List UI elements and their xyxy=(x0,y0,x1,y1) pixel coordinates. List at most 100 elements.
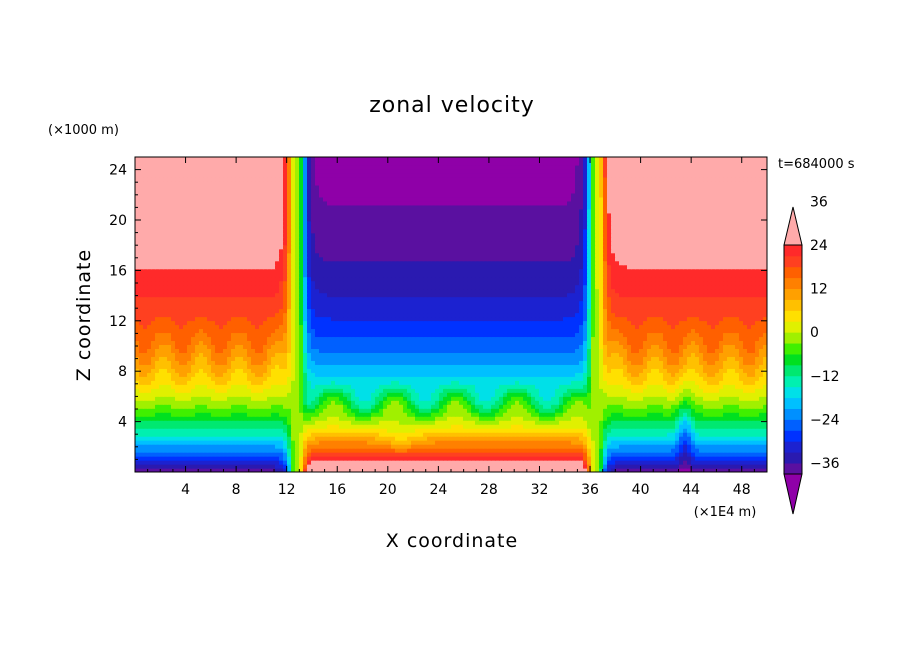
field-cell xyxy=(163,396,168,401)
field-cell xyxy=(595,372,600,377)
field-cell xyxy=(503,400,508,405)
field-cell xyxy=(539,392,544,397)
field-cell xyxy=(543,372,548,377)
field-cell xyxy=(671,460,676,465)
field-cell xyxy=(467,356,472,361)
field-cell xyxy=(159,392,164,397)
field-cell xyxy=(291,392,296,397)
field-cell xyxy=(375,348,380,353)
field-cell xyxy=(191,456,196,461)
field-cell xyxy=(547,372,552,377)
field-cell xyxy=(303,432,308,437)
field-cell xyxy=(147,424,152,429)
field-cell xyxy=(679,364,684,369)
field-cell xyxy=(195,352,200,357)
field-cell xyxy=(399,404,404,409)
field-cell xyxy=(399,444,404,449)
field-cell xyxy=(175,424,180,429)
field-cell xyxy=(455,444,460,449)
field-cell xyxy=(175,464,180,469)
field-cell xyxy=(375,384,380,389)
field-cell xyxy=(483,348,488,353)
field-cell xyxy=(559,436,564,441)
field-cell xyxy=(427,412,432,417)
field-cell xyxy=(551,464,556,469)
field-cell xyxy=(359,372,364,377)
field-cell xyxy=(395,372,400,377)
field-cell xyxy=(579,440,584,445)
field-cell xyxy=(163,392,168,397)
field-cell xyxy=(595,428,600,433)
field-cell xyxy=(367,404,372,409)
field-cell xyxy=(467,400,472,405)
field-cell xyxy=(259,364,264,369)
field-cell xyxy=(155,356,160,361)
field-cell xyxy=(431,400,436,405)
field-cell xyxy=(387,412,392,417)
field-cell xyxy=(555,468,560,472)
field-cell xyxy=(319,444,324,449)
field-cell xyxy=(383,376,388,381)
field-cell xyxy=(571,384,576,389)
field-cell xyxy=(659,456,664,461)
field-cell xyxy=(651,464,656,469)
field-cell xyxy=(167,384,172,389)
field-cell xyxy=(223,364,228,369)
field-cell xyxy=(219,372,224,377)
field-cell xyxy=(435,420,440,425)
field-cell xyxy=(259,372,264,377)
field-cell xyxy=(231,464,236,469)
field-cell xyxy=(539,404,544,409)
field-cell xyxy=(523,436,528,441)
field-cell xyxy=(343,368,348,373)
field-cell xyxy=(219,428,224,433)
field-cell xyxy=(327,360,332,365)
field-cell xyxy=(563,356,568,361)
field-cell xyxy=(623,408,628,413)
field-cell xyxy=(207,440,212,445)
field-cell xyxy=(615,428,620,433)
field-cell xyxy=(319,408,324,413)
field-cell xyxy=(627,380,632,385)
field-cell xyxy=(703,436,708,441)
field-cell xyxy=(563,384,568,389)
field-cell xyxy=(715,420,720,425)
field-cell xyxy=(679,424,684,429)
field-cell xyxy=(211,352,216,357)
field-cell xyxy=(519,364,524,369)
field-cell xyxy=(655,444,660,449)
field-cell xyxy=(375,432,380,437)
field-cell xyxy=(335,408,340,413)
field-cell xyxy=(647,356,652,361)
field-cell xyxy=(179,356,184,361)
field-cell xyxy=(463,444,468,449)
field-cell xyxy=(399,380,404,385)
field-cell xyxy=(355,376,360,381)
field-cell xyxy=(247,376,252,381)
field-cell xyxy=(511,392,516,397)
field-cell xyxy=(219,444,224,449)
field-cell xyxy=(195,432,200,437)
field-cell xyxy=(547,444,552,449)
field-cell xyxy=(487,452,492,457)
field-cell xyxy=(619,404,624,409)
field-cell xyxy=(555,356,560,361)
field-cell xyxy=(139,440,144,445)
field-cell xyxy=(347,376,352,381)
field-cell xyxy=(247,360,252,365)
field-cell xyxy=(415,440,420,445)
field-cell xyxy=(187,352,192,357)
field-cell xyxy=(583,408,588,413)
field-cell xyxy=(555,452,560,457)
field-cell xyxy=(523,360,528,365)
field-cell xyxy=(223,416,228,421)
field-cell xyxy=(635,416,640,421)
field-cell xyxy=(283,376,288,381)
field-cell xyxy=(735,440,740,445)
field-cell xyxy=(351,460,356,465)
field-cell xyxy=(143,452,148,457)
field-cell xyxy=(539,420,544,425)
field-cell xyxy=(399,408,404,413)
field-cell xyxy=(295,432,300,437)
field-cell xyxy=(379,432,384,437)
